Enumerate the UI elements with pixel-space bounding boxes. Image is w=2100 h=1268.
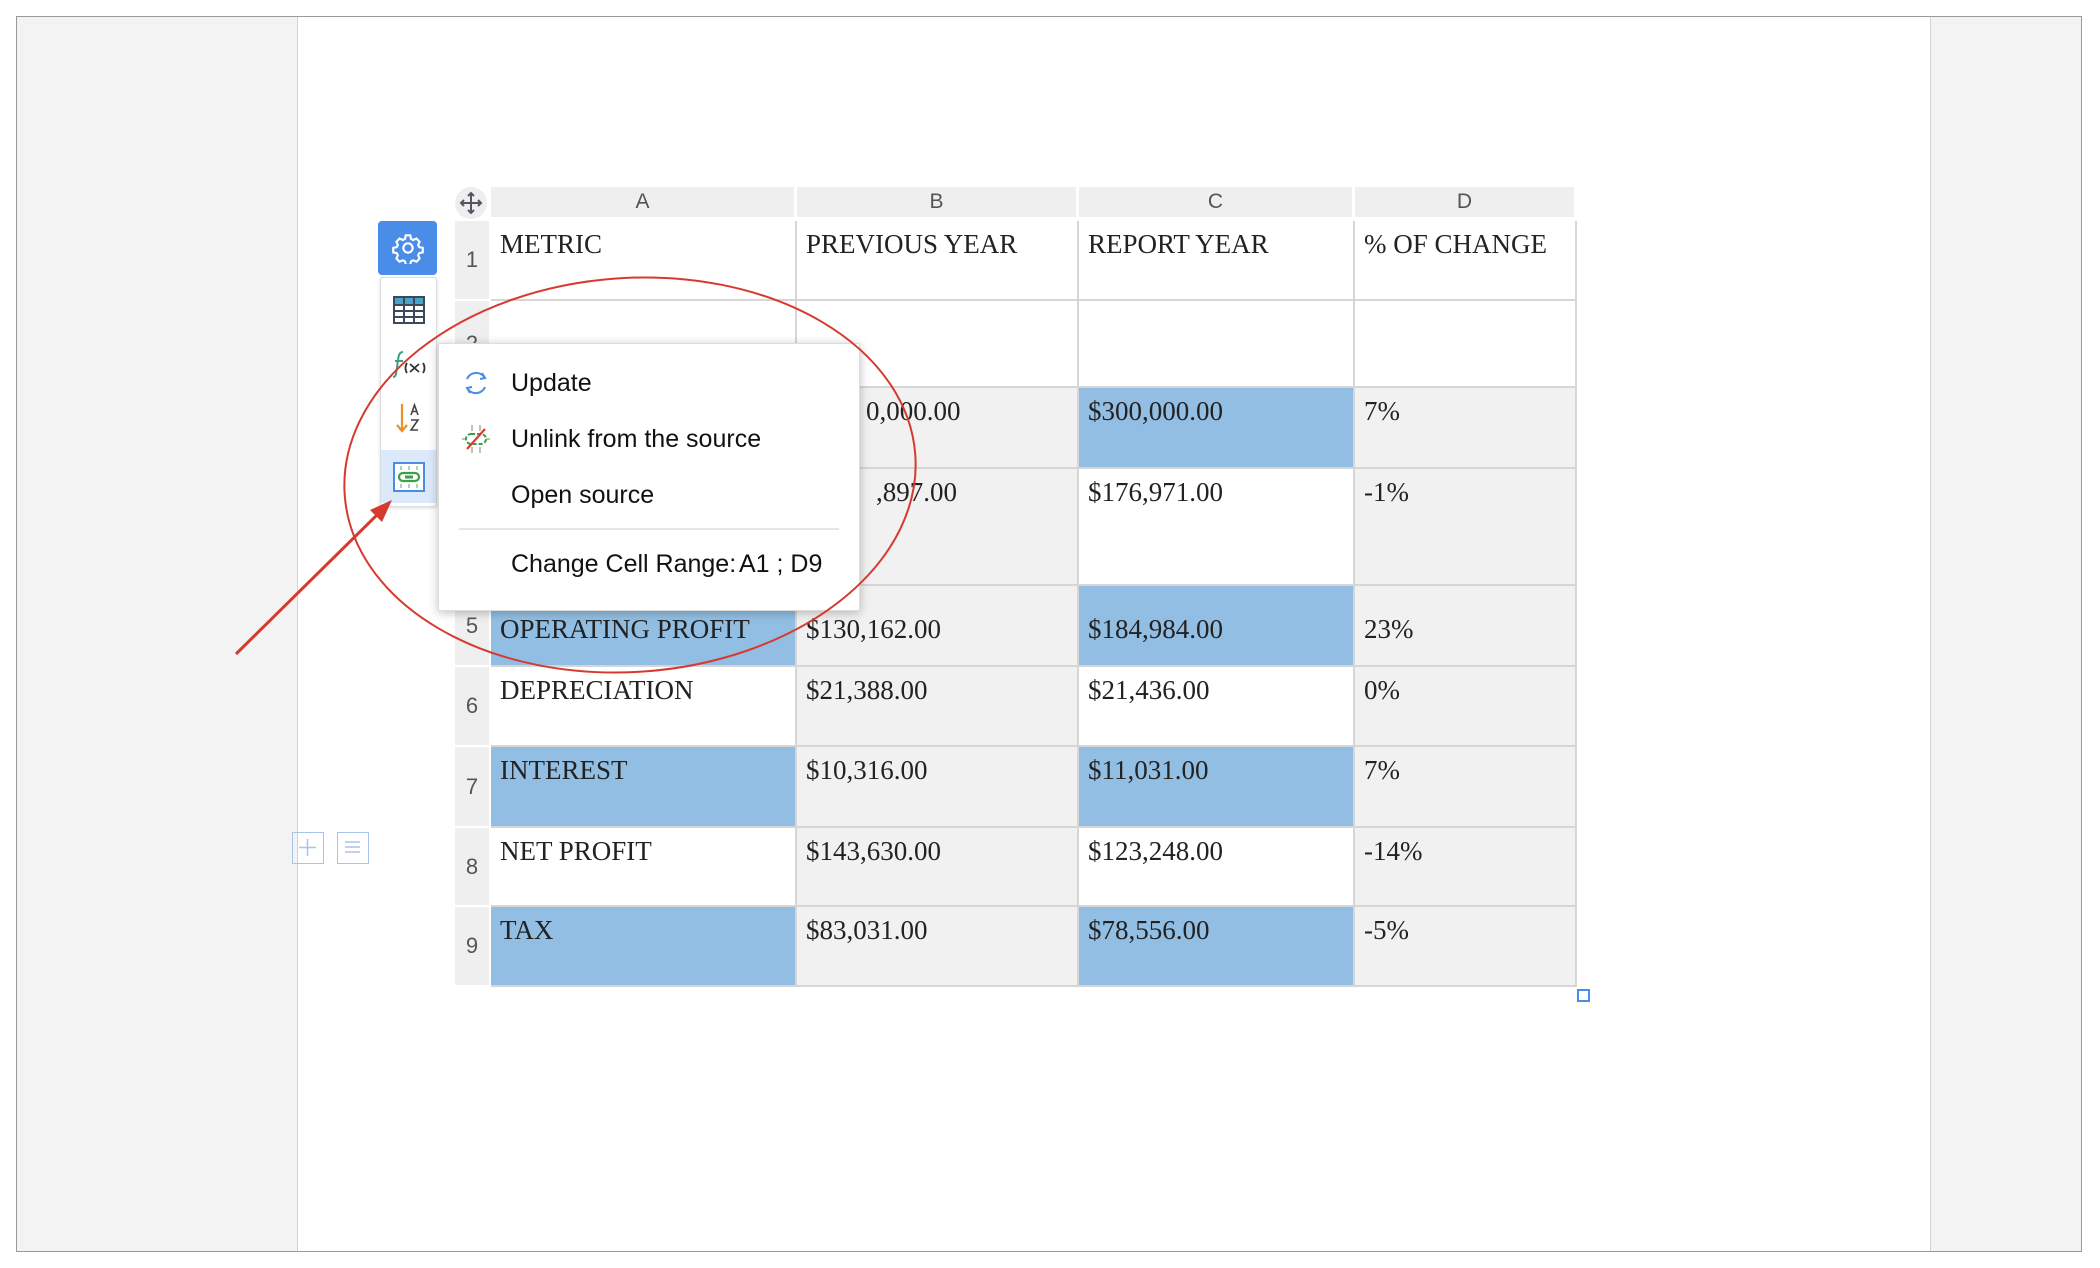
menu-divider bbox=[459, 528, 839, 530]
cell-text: INTEREST bbox=[500, 755, 628, 785]
linked-table-button[interactable] bbox=[381, 450, 436, 503]
cell-text: METRIC bbox=[500, 229, 603, 259]
cell-text: -1% bbox=[1364, 477, 1409, 507]
cell-text: $10,316.00 bbox=[806, 755, 928, 785]
unlink-icon bbox=[459, 422, 493, 456]
table-resize-handle[interactable] bbox=[1577, 989, 1590, 1002]
column-header-b[interactable]: B bbox=[797, 187, 1076, 217]
table-cell[interactable]: $123,248.00 bbox=[1079, 828, 1355, 907]
table-cell[interactable]: INTEREST bbox=[491, 747, 797, 828]
cell-range-value[interactable]: A1 ; D9 bbox=[739, 550, 823, 578]
cell-text: OPERATING PROFIT bbox=[500, 614, 750, 644]
cell-text: $300,000.00 bbox=[1088, 396, 1223, 426]
sort-az-icon bbox=[395, 402, 420, 433]
cell-text: $11,031.00 bbox=[1088, 755, 1209, 785]
column-header-c[interactable]: C bbox=[1079, 187, 1352, 217]
refresh-icon bbox=[459, 366, 493, 400]
gear-icon bbox=[391, 234, 424, 264]
table-cell[interactable]: $184,984.00 bbox=[1079, 586, 1355, 667]
table-cell[interactable]: 7% bbox=[1355, 388, 1577, 469]
cell-text: % OF CHANGE bbox=[1364, 229, 1548, 259]
cell-text: $78,556.00 bbox=[1088, 915, 1210, 945]
cell-text: -14% bbox=[1364, 836, 1423, 866]
row-header[interactable]: 6 bbox=[455, 667, 489, 745]
formula-button[interactable] bbox=[381, 338, 436, 390]
table-cell[interactable]: TAX bbox=[491, 907, 797, 987]
table-cell[interactable]: $11,031.00 bbox=[1079, 747, 1355, 828]
cell-text: 23% bbox=[1364, 614, 1414, 644]
cell-text: DEPRECIATION bbox=[500, 675, 694, 705]
table-cell[interactable]: % OF CHANGE bbox=[1355, 221, 1577, 301]
settings-button[interactable] bbox=[378, 221, 437, 275]
linked-table-icon bbox=[392, 461, 425, 492]
table-cell[interactable]: -5% bbox=[1355, 907, 1577, 987]
table-cell[interactable]: $143,630.00 bbox=[797, 828, 1079, 907]
row-header[interactable]: 7 bbox=[455, 747, 489, 826]
function-icon bbox=[392, 351, 425, 378]
table-cell[interactable] bbox=[1079, 301, 1355, 388]
menu-item-open-source-label: Open source bbox=[511, 481, 655, 509]
cell-text: TAX bbox=[500, 915, 554, 945]
cell-text: $83,031.00 bbox=[806, 915, 928, 945]
menu-item-open-source[interactable]: Open source bbox=[439, 471, 859, 519]
row-header[interactable]: 1 bbox=[455, 221, 489, 299]
move-table-handle[interactable] bbox=[455, 187, 487, 219]
sort-button[interactable] bbox=[381, 392, 436, 444]
cell-text: $21,388.00 bbox=[806, 675, 928, 705]
table-cell[interactable]: REPORT YEAR bbox=[1079, 221, 1355, 301]
cell-text: NET PROFIT bbox=[500, 836, 652, 866]
table-icon bbox=[392, 296, 425, 324]
column-header-d[interactable]: D bbox=[1355, 187, 1574, 217]
table-cell[interactable]: $176,971.00 bbox=[1079, 469, 1355, 586]
row-header[interactable]: 9 bbox=[455, 907, 489, 985]
table-cell[interactable]: 23% bbox=[1355, 586, 1577, 667]
plus-icon bbox=[299, 839, 316, 856]
table-cell[interactable]: $21,388.00 bbox=[797, 667, 1079, 747]
cell-text: $130,162.00 bbox=[806, 614, 941, 644]
menu-item-update-label: Update bbox=[511, 369, 592, 397]
toolbar-panel bbox=[380, 277, 437, 507]
table-cell[interactable]: 7% bbox=[1355, 747, 1577, 828]
table-cell[interactable] bbox=[1355, 301, 1577, 388]
cell-text: $143,630.00 bbox=[806, 836, 941, 866]
lines-icon bbox=[345, 841, 360, 853]
cell-text: $123,248.00 bbox=[1088, 836, 1223, 866]
cell-text: PREVIOUS YEAR bbox=[806, 229, 1018, 259]
table-cell[interactable]: 0% bbox=[1355, 667, 1577, 747]
cell-text: 7% bbox=[1364, 755, 1400, 785]
menu-item-update[interactable]: Update bbox=[439, 359, 859, 407]
table-cell[interactable]: $300,000.00 bbox=[1079, 388, 1355, 469]
insert-element-button[interactable] bbox=[292, 832, 324, 864]
table-button[interactable] bbox=[381, 284, 436, 336]
table-cell[interactable]: $21,436.00 bbox=[1079, 667, 1355, 747]
linked-table-context-menu: Update Unlink from the source Open sourc… bbox=[438, 343, 860, 611]
cell-text: REPORT YEAR bbox=[1088, 229, 1269, 259]
menu-item-unlink-label: Unlink from the source bbox=[511, 425, 762, 453]
cell-text: $176,971.00 bbox=[1088, 477, 1223, 507]
move-icon bbox=[459, 191, 483, 215]
table-cell[interactable]: PREVIOUS YEAR bbox=[797, 221, 1079, 301]
menu-item-change-cell-range[interactable]: Change Cell Range: A1 ; D9 bbox=[439, 540, 859, 588]
table-cell[interactable]: $83,031.00 bbox=[797, 907, 1079, 987]
row-header[interactable]: 8 bbox=[455, 828, 489, 905]
cell-text: ,897.00 bbox=[876, 477, 957, 507]
cell-text: 0,000.00 bbox=[866, 396, 961, 426]
cell-text: $184,984.00 bbox=[1088, 614, 1223, 644]
table-cell[interactable]: NET PROFIT bbox=[491, 828, 797, 907]
change-cell-range-label: Change Cell Range: bbox=[511, 550, 737, 578]
menu-item-unlink[interactable]: Unlink from the source bbox=[439, 415, 859, 463]
cell-text: $21,436.00 bbox=[1088, 675, 1210, 705]
paragraph-options-button[interactable] bbox=[337, 832, 369, 864]
column-header-a[interactable]: A bbox=[491, 187, 794, 217]
table-cell[interactable]: $78,556.00 bbox=[1079, 907, 1355, 987]
cell-text: -5% bbox=[1364, 915, 1409, 945]
table-cell[interactable]: METRIC bbox=[491, 221, 797, 301]
cell-text: 7% bbox=[1364, 396, 1400, 426]
table-cell[interactable]: -14% bbox=[1355, 828, 1577, 907]
table-cell[interactable]: $10,316.00 bbox=[797, 747, 1079, 828]
cell-text: 0% bbox=[1364, 675, 1400, 705]
table-cell[interactable]: DEPRECIATION bbox=[491, 667, 797, 747]
table-cell[interactable]: -1% bbox=[1355, 469, 1577, 586]
